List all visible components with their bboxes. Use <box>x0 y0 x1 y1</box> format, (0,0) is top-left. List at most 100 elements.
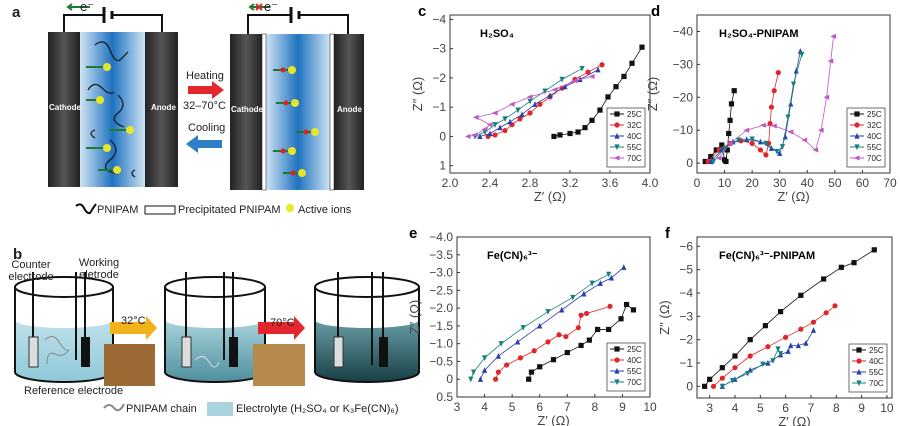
data-point <box>623 301 630 308</box>
legend-marker <box>854 111 860 117</box>
data-point <box>793 67 799 74</box>
data-point <box>504 362 510 368</box>
data-point <box>710 383 717 389</box>
data-point <box>838 264 844 270</box>
y-tick-label: −5 <box>679 263 693 277</box>
data-point <box>827 58 834 64</box>
data-point <box>760 361 766 368</box>
legend-label: 32C <box>627 121 642 130</box>
y-tick-label: −3.0 <box>429 266 453 280</box>
data-point <box>519 111 525 118</box>
data-point <box>639 44 645 50</box>
data-point <box>531 348 537 354</box>
y-tick-label: −2 <box>679 333 693 347</box>
panel-b-label: b <box>13 246 23 263</box>
cathode <box>230 34 262 190</box>
panel-label: c <box>418 3 426 20</box>
data-point <box>762 323 768 329</box>
data-point <box>785 348 791 354</box>
y-tick-label: −1 <box>679 356 693 370</box>
x-tick-label: 3.2 <box>562 176 579 190</box>
data-point <box>545 339 551 345</box>
x-tick-label: 9 <box>858 401 865 415</box>
data-point <box>606 271 612 278</box>
x-tick-label: 2.4 <box>482 176 499 190</box>
x-tick-label: 3 <box>706 401 713 415</box>
data-point <box>798 292 804 298</box>
x-axis-label: Z′ (Ω) <box>777 189 809 204</box>
data-point <box>597 107 603 113</box>
legend-pnipam: PNIPAM <box>97 204 139 216</box>
x-tick-label: 7 <box>564 400 571 414</box>
legend-marker <box>854 132 860 139</box>
y-tick-label: −4 <box>432 12 446 26</box>
data-point <box>468 376 474 383</box>
data-point <box>783 334 789 340</box>
x-tick-label: 8 <box>592 400 599 414</box>
legend-marker <box>614 367 620 374</box>
data-point <box>851 260 857 266</box>
data-point <box>757 147 764 153</box>
data-point <box>774 149 780 155</box>
series-line <box>479 69 599 137</box>
data-point <box>728 101 735 107</box>
data-point <box>727 117 733 123</box>
x-tick-label: 2.8 <box>522 176 539 190</box>
legend-electrolyte: Electrolyte (H₂SO₄ or K₃Fe(CN)₆) <box>236 403 399 415</box>
y-tick-label: −20 <box>673 90 694 104</box>
x-tick-label: 7 <box>808 401 815 415</box>
data-point <box>563 333 569 340</box>
legend-label: 40C <box>627 356 642 365</box>
legend-box <box>846 107 886 168</box>
data-point <box>542 88 548 95</box>
y-tick-label: −4 <box>679 286 693 300</box>
data-point <box>495 353 501 359</box>
legend-precipitated: Precipitated PNIPAM <box>178 204 281 216</box>
reference-electrode-label: Reference electrode <box>24 385 124 397</box>
chart-title: Fe(CN)₆³⁻-PNIPAM <box>719 250 815 262</box>
data-point <box>608 274 614 281</box>
data-point <box>708 158 714 165</box>
x-tick-label: 40 <box>801 176 815 190</box>
data-point <box>527 98 533 105</box>
data-point <box>589 280 595 287</box>
y-tick-label: 1 <box>439 159 446 173</box>
legend-marker <box>856 347 862 353</box>
data-point <box>515 338 521 345</box>
series-40C <box>493 303 613 382</box>
anode-label-right: Anode <box>337 105 362 114</box>
panel-label: e <box>409 225 417 242</box>
y-tick-label: −6 <box>679 239 693 253</box>
plot-frame <box>456 236 651 398</box>
data-point <box>777 150 783 156</box>
anode <box>145 32 178 187</box>
data-point <box>559 306 565 313</box>
blocked-ions <box>273 66 319 177</box>
data-point <box>477 376 484 382</box>
legend-label: 32C <box>867 121 882 130</box>
chart-title: Fe(CN)₆³⁻ <box>487 250 538 262</box>
cooling-label: Cooling <box>188 122 226 134</box>
x-tick-label: 10 <box>643 400 657 414</box>
y-tick-label: −0.5 <box>429 354 453 368</box>
data-point <box>477 133 483 140</box>
counter-electrode-label: Counter electrode <box>8 259 54 283</box>
legend-label: 25C <box>869 346 884 355</box>
data-point <box>582 125 588 131</box>
data-point <box>605 94 611 100</box>
arrow-70c-icon <box>258 316 305 340</box>
data-point <box>581 290 587 297</box>
data-point <box>575 129 581 135</box>
data-point <box>547 92 553 99</box>
step-32c-label: 32°C <box>121 315 146 327</box>
chart-d: d 0 10 20 30 40 50 60 70 −40 −30 −20 −10 0 Z′ (Ω) Z″ (Ω… <box>645 3 897 204</box>
data-point <box>726 130 732 137</box>
series-line <box>713 305 836 387</box>
panel-label: f <box>665 225 671 242</box>
data-point <box>508 101 515 107</box>
legend-marker <box>613 155 620 161</box>
temp-range-label: 32–70°C <box>183 100 226 112</box>
x-tick-label: 20 <box>745 176 759 190</box>
x-tick-label: 3.6 <box>602 176 619 190</box>
left-cell <box>48 3 178 187</box>
